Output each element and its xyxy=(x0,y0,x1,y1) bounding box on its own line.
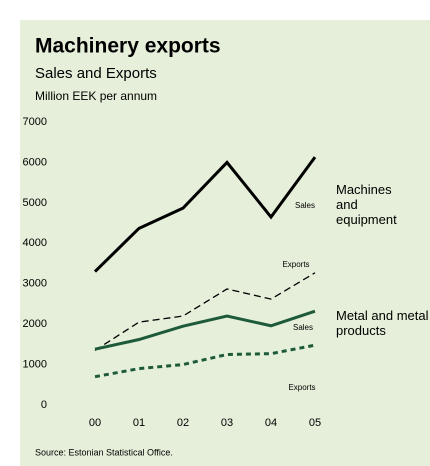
background xyxy=(20,20,430,466)
y-tick-label: 7000 xyxy=(23,116,47,128)
series-label: Sales xyxy=(293,323,313,332)
x-tick-label: 05 xyxy=(309,417,321,429)
series-label: Sales xyxy=(295,201,315,210)
x-tick-label: 03 xyxy=(221,417,233,429)
annotation: Metal and metal products xyxy=(336,308,429,338)
y-tick-label: 3000 xyxy=(23,278,47,290)
series-line xyxy=(94,309,316,351)
chart-title: Machinery exports xyxy=(35,35,221,58)
y-tick-label: 4000 xyxy=(23,237,47,249)
series-line xyxy=(94,272,316,351)
x-tick-label: 00 xyxy=(89,417,101,429)
y-tick-label: 0 xyxy=(41,399,47,411)
x-tick-label: 02 xyxy=(177,417,189,429)
y-tick-label: 6000 xyxy=(23,156,47,168)
series-label: Exports xyxy=(288,383,315,392)
series-line xyxy=(94,343,316,379)
unit-label: Million EEK per annum xyxy=(35,89,157,103)
x-tick-label: 01 xyxy=(133,417,145,429)
series-label: Exports xyxy=(282,260,309,269)
source: Source: Estonian Statistical Office. xyxy=(35,447,173,457)
y-tick-label: 2000 xyxy=(23,318,47,330)
series-line xyxy=(93,156,317,273)
x-tick-label: 04 xyxy=(265,417,277,429)
annotation: Machines and equipment xyxy=(336,182,397,227)
y-tick-label: 5000 xyxy=(23,197,47,209)
chart-subtitle: Sales and Exports xyxy=(35,65,157,82)
y-tick-label: 1000 xyxy=(23,358,47,370)
